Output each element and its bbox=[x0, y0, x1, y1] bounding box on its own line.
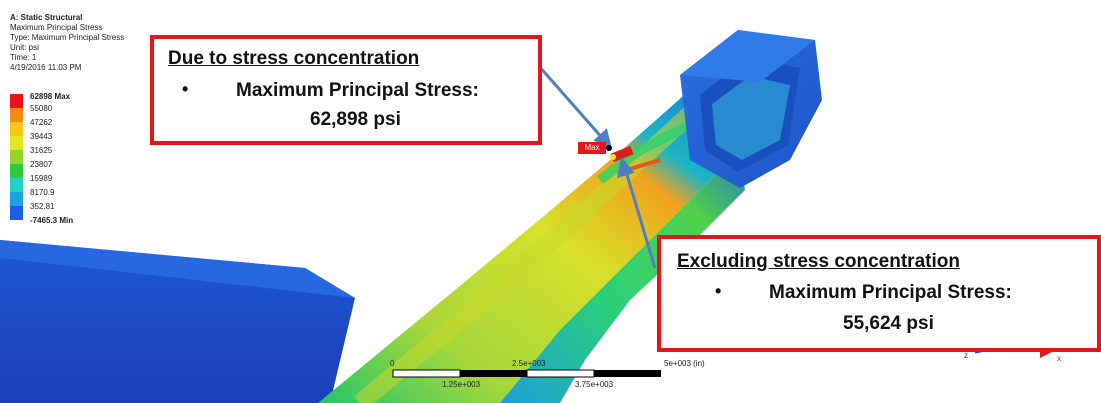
axis-z-label: z bbox=[964, 351, 968, 360]
legend-swatch bbox=[10, 178, 23, 192]
max-tag[interactable]: Max bbox=[578, 142, 606, 154]
result-type: Type: Maximum Principal Stress bbox=[10, 33, 125, 42]
legend-label: 23807 bbox=[30, 160, 53, 169]
legend-swatch bbox=[10, 108, 23, 122]
legend-label: 15989 bbox=[30, 174, 53, 183]
scale-label: 0 bbox=[390, 359, 395, 368]
result-name: Maximum Principal Stress bbox=[10, 23, 103, 32]
max-point-marker bbox=[606, 145, 612, 151]
legend-label: 47262 bbox=[30, 118, 53, 127]
legend-label: -7465.3 Min bbox=[30, 216, 74, 225]
scale-label: 1.25e+003 bbox=[442, 380, 481, 389]
legend-label: 55080 bbox=[30, 104, 53, 113]
callout-title: Due to stress concentration bbox=[168, 48, 420, 69]
legend-label: 352.81 bbox=[30, 202, 55, 211]
legend-swatch bbox=[10, 150, 23, 164]
result-date: 4/19/2016 11:03 PM bbox=[10, 63, 82, 72]
legend-label: 8170.9 bbox=[30, 188, 55, 197]
result-unit: Unit: psi bbox=[10, 43, 39, 52]
legend-label: 31625 bbox=[30, 146, 53, 155]
callout-value: 55,624 psi bbox=[843, 313, 934, 334]
legend-label: 39443 bbox=[30, 132, 53, 141]
bullet: • bbox=[715, 281, 722, 301]
scale-bar bbox=[392, 369, 661, 378]
legend-swatch bbox=[10, 122, 23, 136]
result-header: A: Static Structural Maximum Principal S… bbox=[10, 13, 124, 73]
legend-swatch bbox=[10, 192, 23, 206]
legend-label: 62898 Max bbox=[30, 92, 71, 101]
legend-swatch bbox=[10, 136, 23, 150]
result-time: Time: 1 bbox=[10, 53, 37, 62]
legend-swatch bbox=[10, 164, 23, 178]
axis-x-label: x bbox=[1057, 354, 1061, 363]
callout-label: Maximum Principal Stress: bbox=[236, 80, 479, 101]
scale-label: 5e+003 (in) bbox=[664, 359, 705, 368]
callout-title: Excluding stress concentration bbox=[677, 251, 960, 272]
callout-value: 62,898 psi bbox=[310, 109, 401, 130]
callout-excluding-concentration: Excluding stress concentration • Maximum… bbox=[657, 235, 1101, 352]
analysis-title: A: Static Structural bbox=[10, 13, 83, 22]
legend-swatch bbox=[10, 94, 23, 108]
probe-point-marker bbox=[610, 154, 616, 160]
callout-label: Maximum Principal Stress: bbox=[769, 282, 1012, 303]
legend-swatch bbox=[10, 206, 23, 220]
scale-label: 3.75e+003 bbox=[575, 380, 614, 389]
callout-stress-concentration: Due to stress concentration • Maximum Pr… bbox=[150, 35, 542, 145]
bullet: • bbox=[182, 79, 189, 99]
base-block bbox=[0, 240, 355, 403]
end-cap bbox=[680, 30, 822, 188]
scale-label: 2.5e+003 bbox=[512, 359, 546, 368]
